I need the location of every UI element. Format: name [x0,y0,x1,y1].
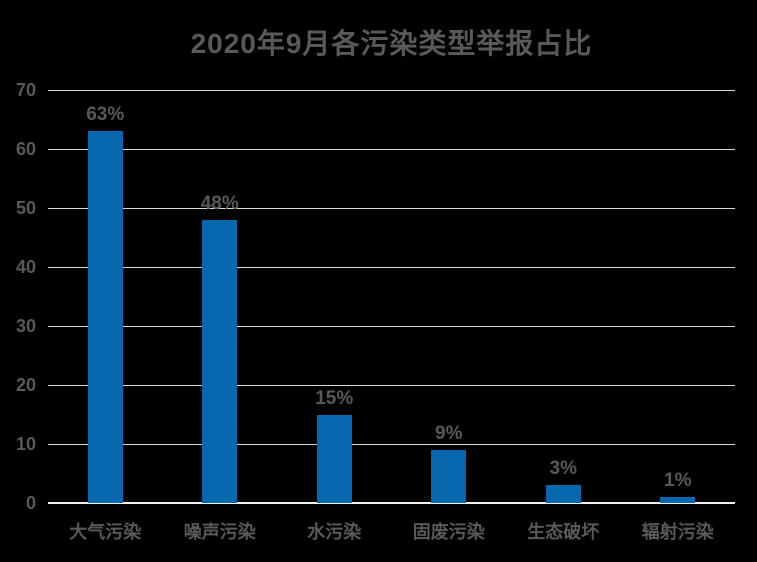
chart-bar [87,131,123,503]
bar-value-label: 48% [200,192,239,214]
plot-area: 0 10 20 30 40 50 60 70 63% 大气污染 48% 噪声污染 15% 水污染 9% 固废污… [16,81,735,541]
chart-title: 2020年9月各污染类型举报占比 [190,28,593,59]
y-axis-tick-label: 10 [15,434,36,454]
y-axis-tick-label: 70 [15,80,36,100]
bar-value-label: 9% [435,422,463,444]
y-axis-tick-label: 40 [15,257,36,277]
y-axis-tick-label: 0 [25,493,36,513]
y-axis-tick-label: 60 [15,139,36,159]
x-axis-category-label: 固废污染 [412,522,485,542]
bar-value-label: 3% [549,458,577,480]
x-axis-category-label: 生态破坏 [527,522,600,542]
bar-value-label: 63% [86,104,125,126]
bar-value-label: 1% [664,470,692,492]
chart-bar [202,219,238,503]
x-axis-category-label: 大气污染 [69,522,142,542]
y-axis-tick-label: 50 [15,198,36,218]
gridline [48,384,735,386]
chart-bar [431,449,467,503]
gridline [48,266,735,268]
x-axis-line [48,502,735,504]
y-axis-tick-label: 30 [15,316,36,336]
chart-bar [545,485,581,503]
gridline [48,207,735,209]
gridline [48,148,735,150]
y-axis-tick-label: 20 [15,375,36,395]
bar-value-label: 15% [315,387,354,409]
x-axis-category-label: 辐射污染 [641,522,714,542]
gridline [48,89,735,91]
gridline [48,443,735,445]
gridline [48,325,735,327]
x-axis-category-label: 噪声污染 [183,522,256,542]
chart-bar [660,497,696,503]
x-axis-category-label: 水污染 [307,522,362,542]
chart-bar [316,414,352,503]
